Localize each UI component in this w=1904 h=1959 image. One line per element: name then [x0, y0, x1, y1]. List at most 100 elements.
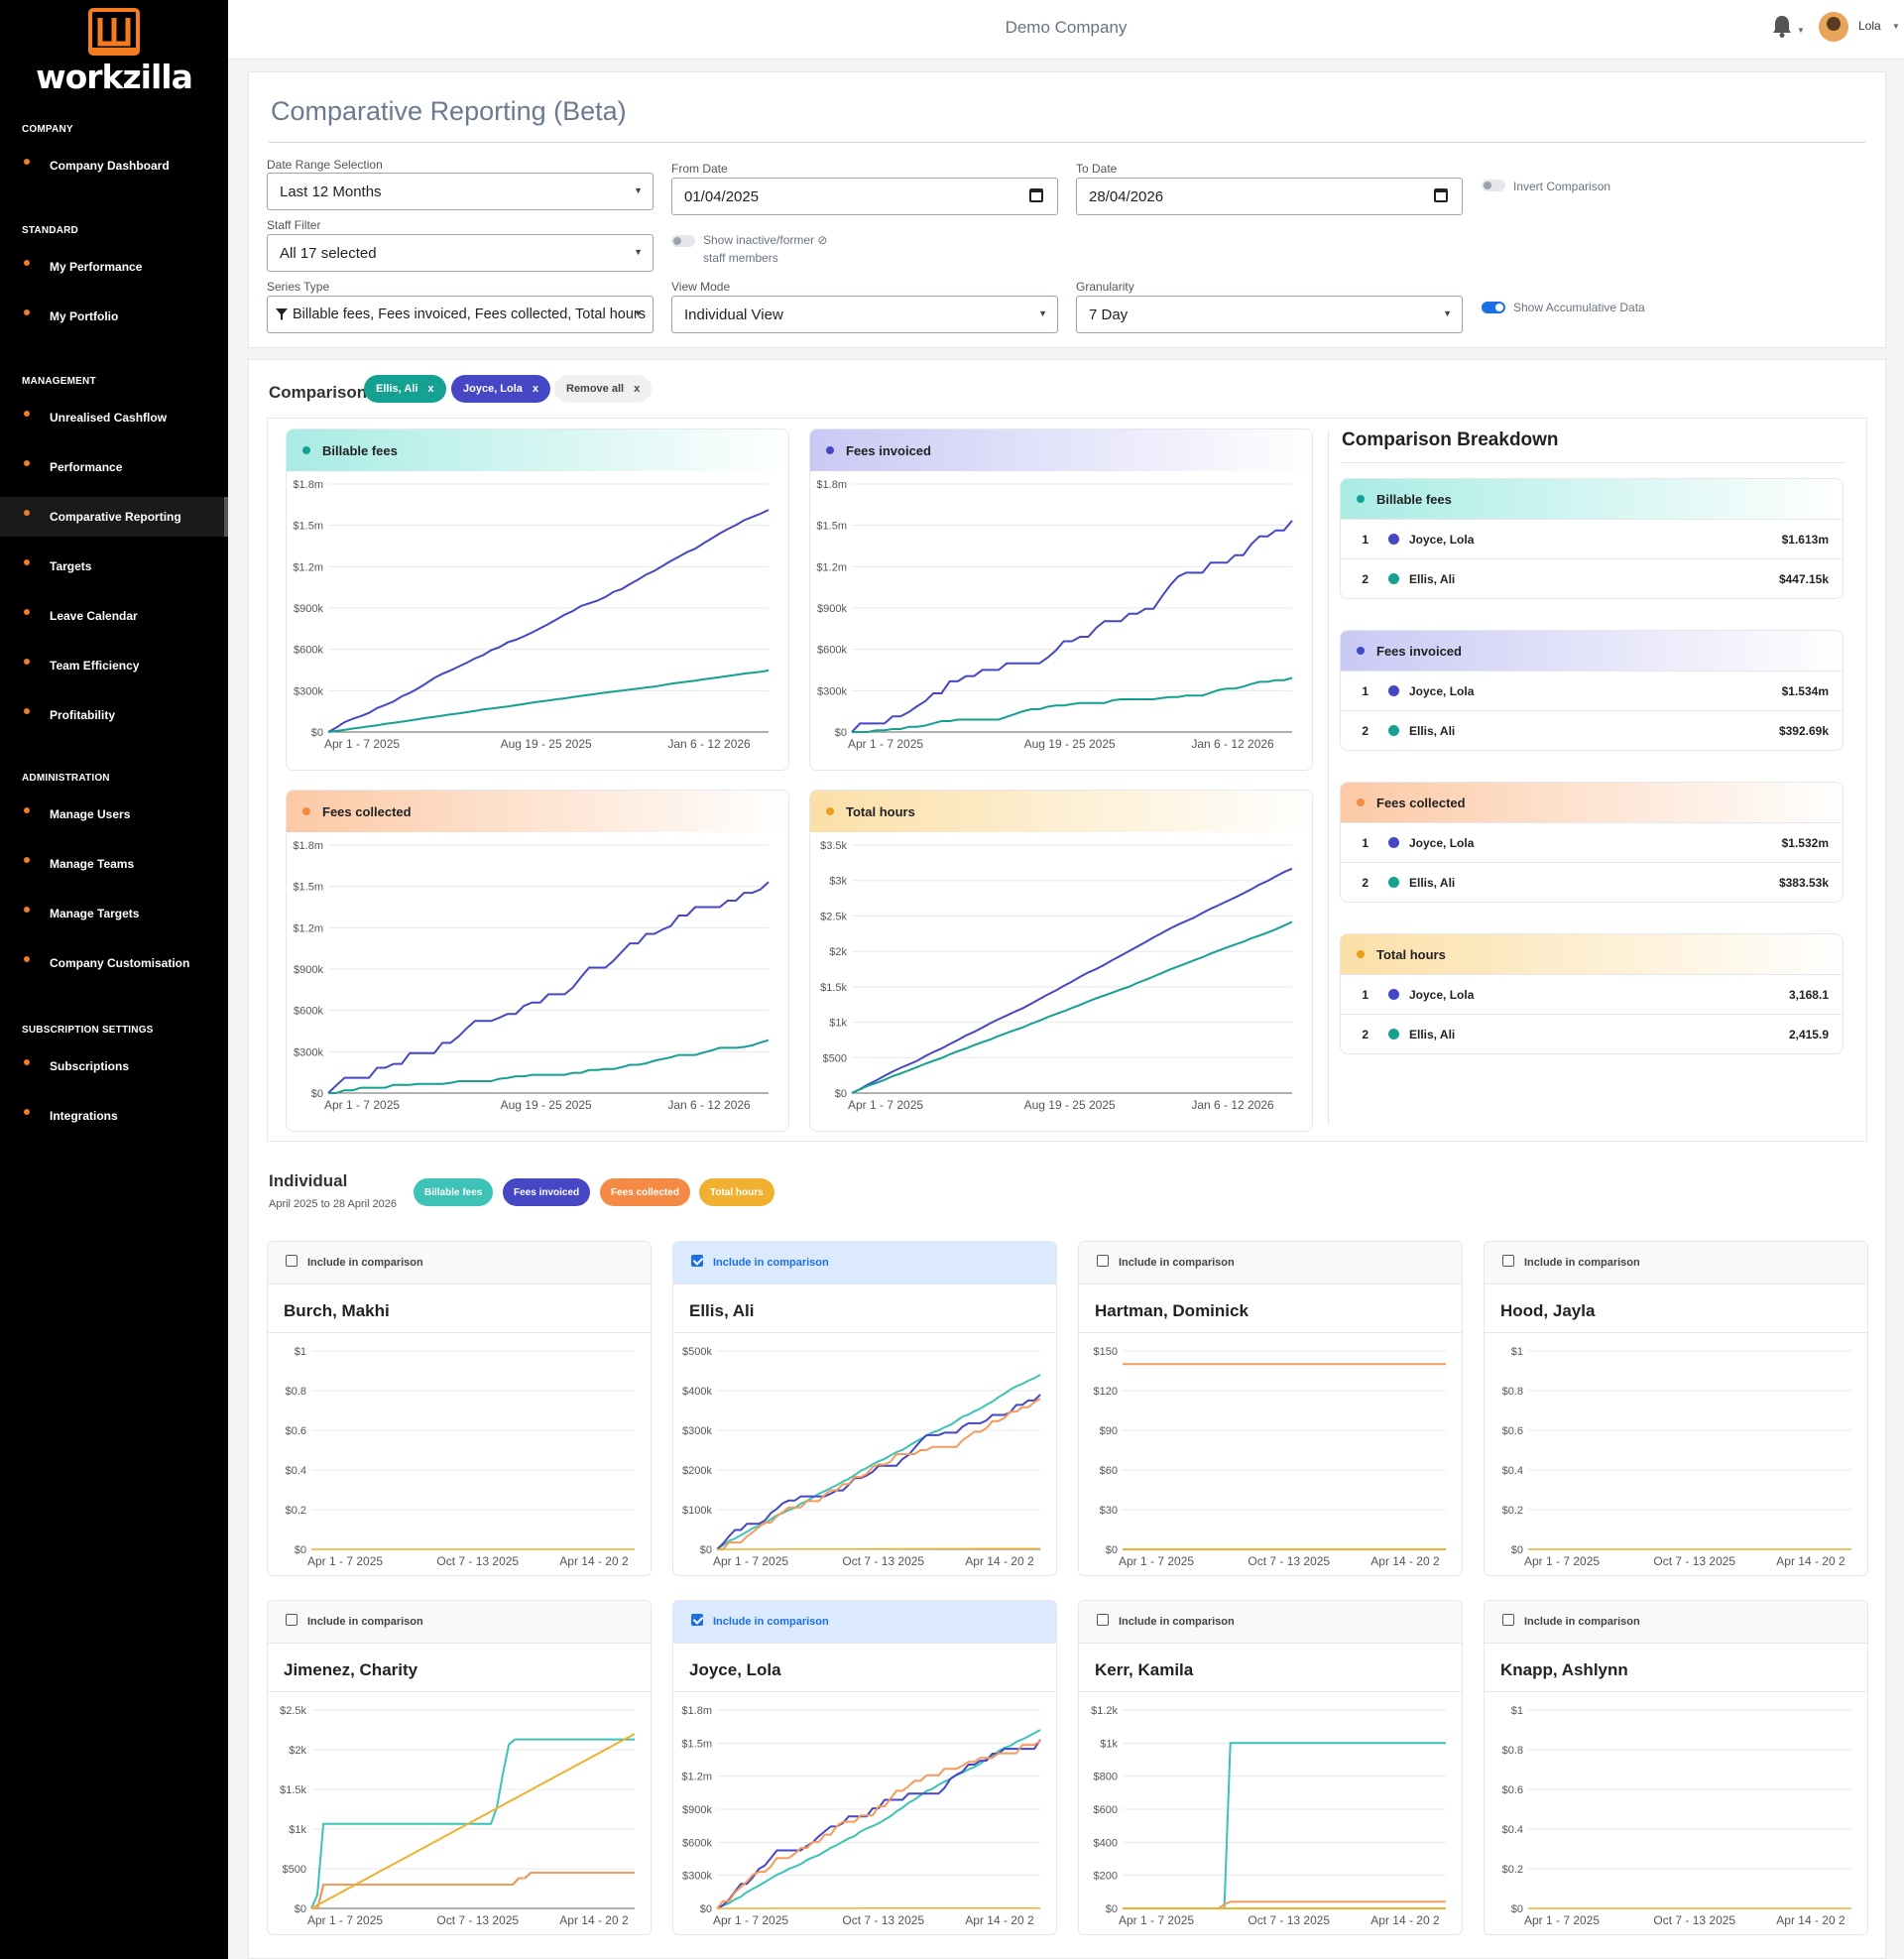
breakdown-row: 2 Ellis, Ali $392.69k [1341, 710, 1843, 750]
close-icon[interactable]: x [634, 383, 641, 395]
invert-comparison-toggle[interactable] [1482, 180, 1505, 191]
from-date-input[interactable]: 01/04/2025 [671, 178, 1058, 215]
sidebar-item-comparative-reporting[interactable]: Comparative Reporting [0, 497, 228, 537]
sidebar-item-team-efficiency[interactable]: Team Efficiency [0, 646, 228, 685]
x-tick-label: Apr 1 - 7 2025 [848, 1098, 923, 1112]
accumulative-toggle[interactable] [1482, 302, 1505, 313]
y-tick-label: $60 [1100, 1465, 1118, 1477]
chevron-down-icon[interactable]: ▼ [1892, 22, 1900, 31]
line-chart: $0 $300k $600k $900k $1.2m $1.5m $1.8m Apr 1 - … [293, 479, 770, 751]
sidebar-item-label: Comparative Reporting [50, 510, 181, 524]
breakdown-card: Fees invoiced 1 Joyce, Lola $1.534m 2 Ellis, … [1340, 630, 1844, 751]
include-checkbox[interactable] [691, 1255, 703, 1267]
legend-pill-fees-collected[interactable]: Fees collected [600, 1178, 690, 1206]
show-inactive-toggle[interactable] [671, 235, 695, 247]
include-in-comparison[interactable]: Include in comparison [268, 1601, 651, 1644]
y-tick-label: $1.8m [293, 479, 323, 491]
y-tick-label: $0 [1106, 1544, 1118, 1556]
y-tick-label: $0 [835, 727, 847, 739]
chevron-down-icon[interactable]: ▼ [1797, 26, 1805, 35]
y-tick-label: $500k [682, 1346, 712, 1358]
close-icon[interactable]: x [532, 383, 539, 395]
undefined [716, 1374, 1041, 1550]
sidebar-item-my-performance[interactable]: My Performance [0, 247, 228, 287]
person-card: Include in comparison Ellis, Ali $0 $100k $2… [672, 1241, 1057, 1576]
include-checkbox[interactable] [1502, 1614, 1514, 1626]
pill-joyce[interactable]: Joyce, Lola x [451, 375, 551, 403]
include-checkbox[interactable] [286, 1614, 298, 1626]
legend-pill-billable-fees[interactable]: Billable fees [414, 1178, 494, 1206]
y-tick-label: $500 [823, 1052, 847, 1064]
sidebar-item-profitability[interactable]: Profitability [0, 695, 228, 735]
y-tick-label: $1.5m [681, 1738, 712, 1750]
person-dot-icon [1388, 837, 1399, 848]
y-tick-label: $0.4 [1502, 1465, 1523, 1477]
sidebar-item-unrealised-cashflow[interactable]: Unrealised Cashflow [0, 398, 228, 437]
y-tick-label: $1k [829, 1018, 847, 1030]
divider [268, 1332, 651, 1333]
undefined [716, 1729, 1041, 1909]
workzilla-logo[interactable]: workzilla [0, 8, 228, 96]
calendar-icon[interactable] [1434, 188, 1448, 202]
sidebar-item-integrations[interactable]: Integrations [0, 1096, 228, 1136]
pill-ellis[interactable]: Ellis, Ali x [364, 375, 446, 403]
include-in-comparison[interactable]: Include in comparison [1079, 1601, 1462, 1644]
calendar-icon[interactable] [1029, 188, 1043, 202]
sidebar-section-title: MANAGEMENT [22, 376, 96, 387]
undefined [311, 1872, 635, 1909]
x-tick-label: Apr 1 - 7 2025 [1119, 1913, 1194, 1927]
sidebar-item-manage-targets[interactable]: Manage Targets [0, 894, 228, 933]
include-in-comparison[interactable]: Include in comparison [1079, 1242, 1462, 1285]
sidebar-item-company-customisation[interactable]: Company Customisation [0, 943, 228, 983]
individual-subtitle: April 2025 to 28 April 2026 [269, 1198, 398, 1210]
include-in-comparison[interactable]: Include in comparison [673, 1601, 1056, 1644]
date-range-select[interactable]: Last 12 Months ▼ [267, 173, 654, 210]
y-tick-label: $400 [1094, 1837, 1118, 1849]
sidebar-item-manage-users[interactable]: Manage Users [0, 795, 228, 834]
include-label: Include in comparison [1119, 1616, 1235, 1628]
staff-filter-select[interactable]: All 17 selected ▼ [267, 234, 654, 272]
include-in-comparison[interactable]: Include in comparison [1485, 1242, 1867, 1285]
include-checkbox[interactable] [1502, 1255, 1514, 1267]
y-tick-label: $500 [283, 1864, 306, 1876]
chart-title: Fees collected [322, 803, 412, 819]
series-type-select[interactable]: Billable fees, Fees invoiced, Fees colle… [267, 296, 654, 333]
date-range-value: Last 12 Months [280, 183, 382, 200]
person-dot-icon [1388, 1029, 1399, 1040]
x-tick-label: Aug 19 - 25 2025 [1024, 737, 1116, 751]
sidebar-item-leave-calendar[interactable]: Leave Calendar [0, 596, 228, 636]
y-tick-label: $120 [1094, 1386, 1118, 1398]
chart-card-header: Total hours [810, 791, 1312, 832]
include-in-comparison[interactable]: Include in comparison [268, 1242, 651, 1285]
include-in-comparison[interactable]: Include in comparison [673, 1242, 1056, 1285]
include-checkbox[interactable] [691, 1614, 703, 1626]
legend-pill-total-hours[interactable]: Total hours [699, 1178, 774, 1206]
y-tick-label: $1.5m [293, 521, 323, 533]
invert-comparison-label: Invert Comparison [1513, 180, 1611, 193]
view-mode-select[interactable]: Individual View ▼ [671, 296, 1058, 333]
include-checkbox[interactable] [1097, 1255, 1109, 1267]
sidebar-item-performance[interactable]: Performance [0, 447, 228, 487]
user-name[interactable]: Lola [1858, 19, 1881, 33]
to-date-input[interactable]: 28/04/2026 [1076, 178, 1463, 215]
sidebar-item-subscriptions[interactable]: Subscriptions [0, 1046, 228, 1086]
sidebar-item-manage-teams[interactable]: Manage Teams [0, 844, 228, 884]
avatar[interactable] [1819, 12, 1848, 42]
include-checkbox[interactable] [286, 1255, 298, 1267]
x-tick-label: Oct 7 - 13 2025 [842, 1913, 924, 1927]
x-tick-label: Apr 14 - 20 2 [1370, 1554, 1440, 1568]
include-checkbox[interactable] [1097, 1614, 1109, 1626]
close-icon[interactable]: x [427, 383, 434, 395]
person-dot-icon [1388, 725, 1399, 736]
sidebar-item-company-dashboard[interactable]: Company Dashboard [0, 146, 228, 185]
person-name: Ellis, Ali [1409, 571, 1456, 586]
sidebar-item-targets[interactable]: Targets [0, 547, 228, 586]
breakdown-card-header: Billable fees [1341, 479, 1843, 519]
remove-all-button[interactable]: Remove all x [554, 375, 653, 403]
granularity-select[interactable]: 7 Day ▼ [1076, 296, 1463, 333]
legend-pill-fees-invoiced[interactable]: Fees invoiced [503, 1178, 591, 1206]
breakdown-card-header: Fees invoiced [1341, 631, 1843, 671]
sidebar-item-my-portfolio[interactable]: My Portfolio [0, 297, 228, 336]
include-in-comparison[interactable]: Include in comparison [1485, 1601, 1867, 1644]
bell-icon[interactable] [1771, 14, 1793, 43]
